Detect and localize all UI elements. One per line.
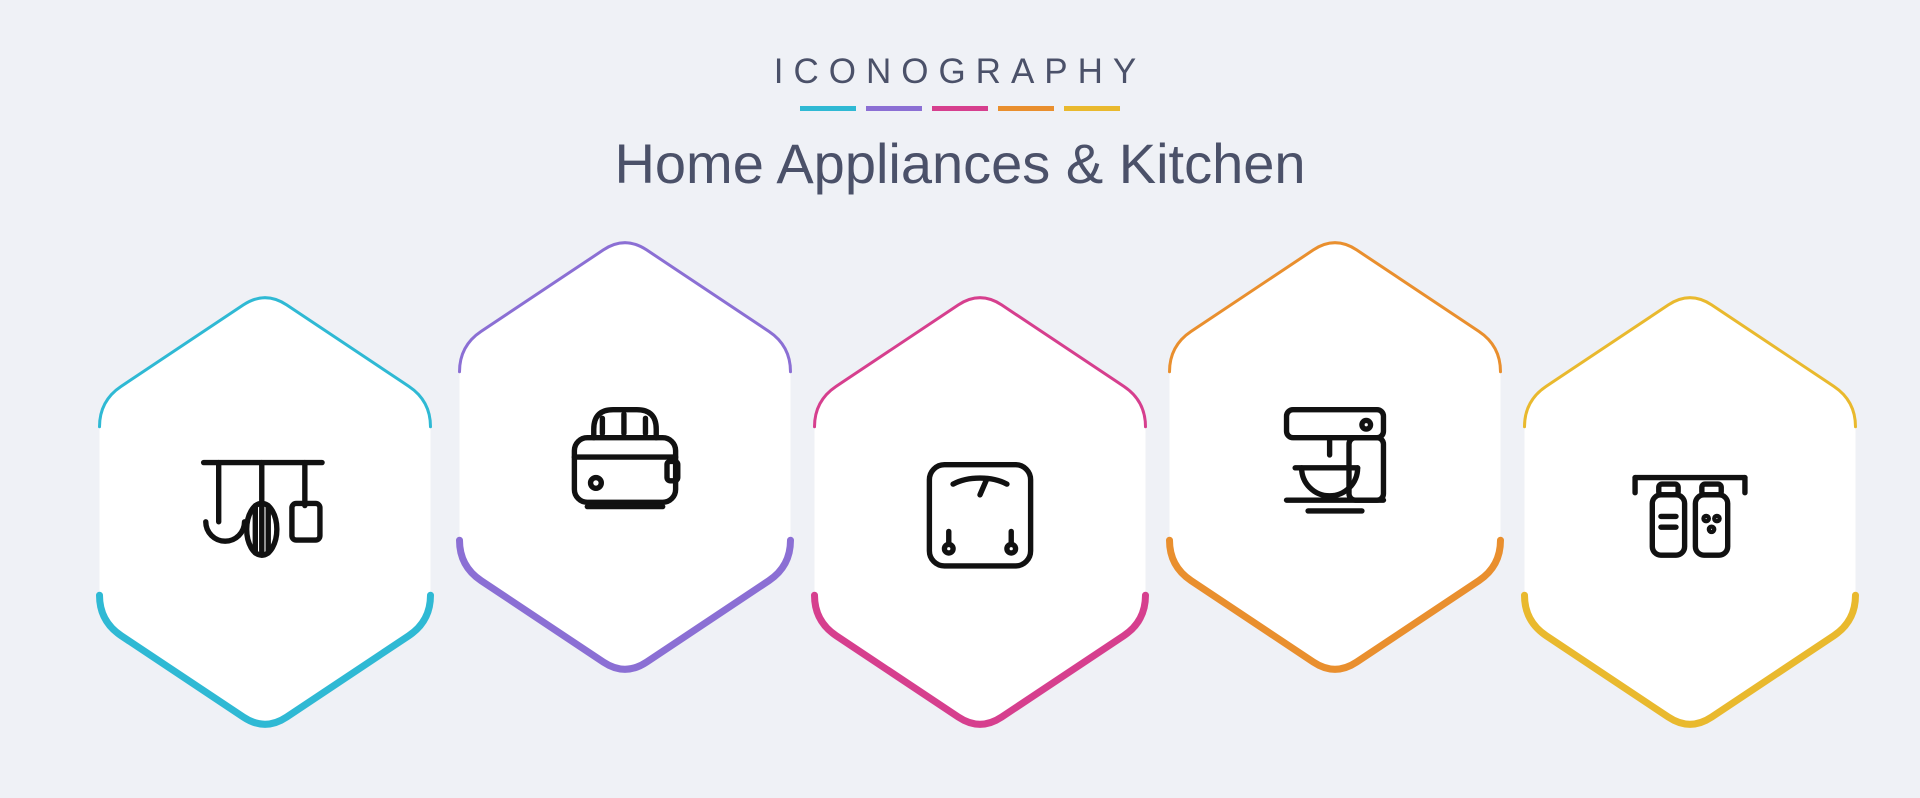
hex-tile [430,231,820,681]
icon-stage [0,206,1920,766]
accent-bar [866,106,922,111]
hex-tile [1140,231,1530,681]
hex-tile [70,286,460,736]
accent-bar [800,106,856,111]
toaster-icon [555,386,695,526]
accent-row [0,106,1920,111]
header: ICONOGRAPHY Home Appliances & Kitchen [0,0,1920,196]
page-title: Home Appliances & Kitchen [0,131,1920,196]
accent-bar [1064,106,1120,111]
brand-text: ICONOGRAPHY [0,52,1920,92]
hex-tile [1495,286,1885,736]
hex-tile [785,286,1175,736]
shakers-icon [1620,441,1760,581]
scale-icon [910,441,1050,581]
utensils-icon [195,441,335,581]
mixer-icon [1265,386,1405,526]
accent-bar [932,106,988,111]
accent-bar [998,106,1054,111]
